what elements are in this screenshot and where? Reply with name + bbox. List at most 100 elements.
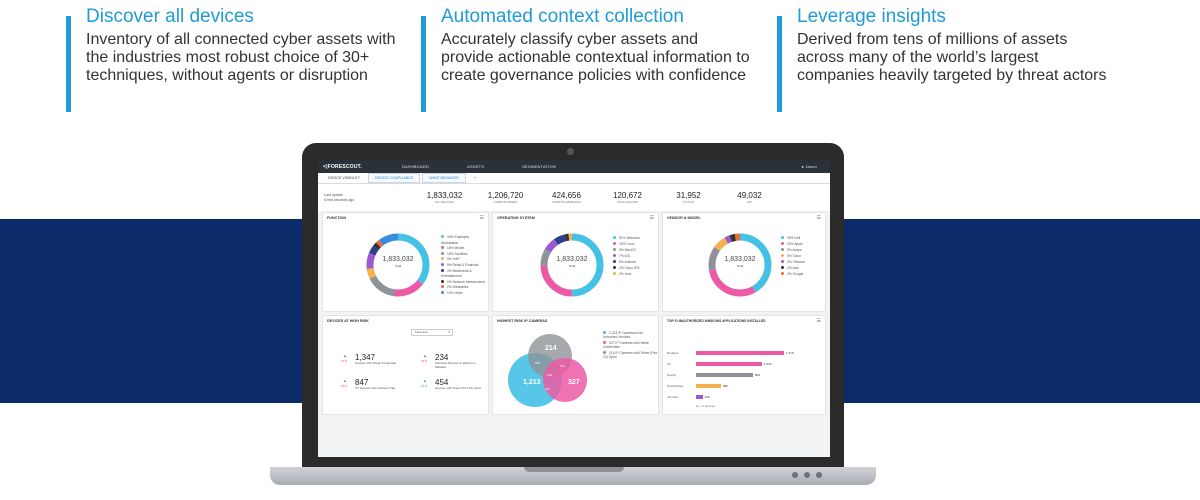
- chevron-down-icon: ▾: [448, 330, 450, 334]
- legend-dot-icon: [441, 279, 444, 283]
- menu-icon[interactable]: ☰: [479, 215, 484, 221]
- nav-dashboard[interactable]: DASHBOARD: [401, 164, 430, 169]
- stat-campus-wired[interactable]: 1,206,720 CAMPUS WIRED: [475, 191, 536, 204]
- led-icon: [792, 472, 798, 478]
- menu-icon[interactable]: ☰: [816, 215, 821, 221]
- feature-body: Inventory of all connected cyber assets …: [86, 31, 396, 84]
- bar-row-dropbox[interactable]: Dropbox 1,378: [667, 350, 794, 356]
- bar-row-teamviewer[interactable]: TeamViewer 389: [667, 383, 728, 389]
- legend-item[interactable]: 327 IP Cameras with Weak Credentials: [603, 341, 658, 349]
- legend-label: 2% VMware: [787, 260, 805, 264]
- legend-item[interactable]: 9% Avaya: [781, 247, 825, 253]
- stats-row: Last update A few seconds ago 1,833,032 A…: [318, 184, 830, 211]
- venn-b-value: 214: [545, 345, 557, 352]
- bar-value: 105: [704, 395, 710, 399]
- vendor-legend: 30% Dell 22% Apple 9% Avaya 5% Cisco 2% …: [781, 235, 825, 277]
- legend-item[interactable]: 2% Unix: [613, 271, 657, 277]
- legend-item[interactable]: 25% Linux: [613, 241, 657, 247]
- legend-item[interactable]: 7% iOS: [613, 253, 657, 259]
- legend-label: 1,213 IP Cameras from Untrusted Vendors: [603, 331, 644, 339]
- legend-item[interactable]: 6% Android: [613, 259, 657, 265]
- legend-item[interactable]: 2% Google: [781, 271, 825, 277]
- last-update-label: Last update: [324, 192, 343, 197]
- legend-item[interactable]: 2% Network Infrastructure: [441, 279, 487, 286]
- legend-item[interactable]: 15% Facilities: [441, 251, 487, 258]
- legend-item[interactable]: 1,213 IP Cameras from Untrusted Vendors: [603, 331, 658, 339]
- legend-label: 2% Wearables: [447, 285, 469, 290]
- legend-item[interactable]: 4% Multimedia & Entertainment: [441, 268, 487, 280]
- stat-iot[interactable]: 49,032 IOT: [719, 191, 780, 204]
- donut-segment[interactable]: [708, 233, 772, 297]
- bar-row-tor[interactable]: Tor 1,034: [667, 361, 772, 367]
- risk-malware[interactable]: ▲ 34% 234 Windows Devices at Risk from M…: [421, 353, 487, 369]
- tab-device-visibility[interactable]: DEVICE VISIBILITY: [328, 176, 361, 180]
- tab-device-compliance[interactable]: DEVICE COMPLIANCE: [368, 173, 421, 183]
- risk-telnet[interactable]: ▲ 14% 454 Devices with Telnet (Port 23) …: [421, 378, 487, 391]
- stat-cloud[interactable]: 31,952 CLOUD: [658, 191, 719, 204]
- app-logo[interactable]: <|FORESCOUT.: [323, 163, 362, 170]
- venn-circle-weak-creds[interactable]: [543, 358, 587, 402]
- donut-segment[interactable]: [708, 233, 772, 297]
- stat-all-devices[interactable]: 1,833,032 ALL DEVICES: [414, 191, 475, 204]
- legend-item[interactable]: 5% VoIP: [441, 257, 487, 263]
- bar-label: Spotify: [667, 373, 677, 377]
- bar-row-utorrent[interactable]: uTorrent 105: [667, 394, 710, 400]
- legend-dot-icon: [781, 272, 784, 275]
- stat-label: DATA CENTER: [617, 200, 638, 204]
- legend-item[interactable]: 2% Wearables: [441, 285, 487, 291]
- last-update-value: A few seconds ago: [324, 197, 355, 202]
- legend-item[interactable]: 16% Mobile: [441, 246, 487, 252]
- legend-dot-icon: [441, 246, 444, 250]
- time-range-select[interactable]: Last Hour ▾: [411, 329, 453, 336]
- bar-value: 893: [755, 373, 761, 377]
- donut-segment[interactable]: [366, 233, 430, 297]
- legend-item[interactable]: 51% Windows: [613, 235, 657, 241]
- cameras-legend: 1,213 IP Cameras from Untrusted Vendors …: [603, 331, 658, 359]
- legend-item[interactable]: 10% Other: [441, 290, 487, 297]
- menu-icon[interactable]: ☰: [816, 318, 821, 324]
- legend-item[interactable]: 2% Axis: [781, 265, 825, 271]
- legend-dot-icon: [603, 331, 606, 334]
- legend-item[interactable]: 22% Apple: [781, 241, 825, 247]
- user-menu[interactable]: ● Jason: [801, 164, 817, 169]
- risk-change: 34%: [421, 359, 428, 363]
- donut-segment[interactable]: [540, 233, 604, 297]
- risk-weak-credentials[interactable]: ▲ 21% 1,347 Devices with Weak Credential…: [341, 353, 430, 366]
- apps-axis-label: No. of devices: [696, 404, 716, 408]
- donut-segment[interactable]: [366, 233, 430, 297]
- donut-segment[interactable]: [366, 233, 430, 297]
- venn-bc-value: 161: [560, 364, 565, 368]
- bar-row-spotify[interactable]: Spotify 893: [667, 372, 760, 378]
- legend-item[interactable]: 2% VMware: [781, 259, 825, 265]
- feature-context: Automated context collection Accurately …: [421, 6, 751, 112]
- vendor-donut: [708, 233, 772, 297]
- function-donut-segments: [366, 233, 430, 297]
- legend-item[interactable]: 2% Cisco IOS: [613, 265, 657, 271]
- donut-segment[interactable]: [708, 233, 772, 297]
- stat-label: ALL DEVICES: [434, 200, 455, 204]
- nav-assets[interactable]: ASSETS: [467, 164, 485, 169]
- menu-icon[interactable]: ☰: [649, 215, 654, 221]
- legend-label: 51% Windows: [619, 236, 640, 240]
- legend-dot-icon: [613, 242, 616, 245]
- legend-item[interactable]: 214 IP Cameras with Telnet (Port 23) Ope…: [603, 351, 658, 359]
- add-tab-button[interactable]: +: [473, 176, 476, 180]
- legend-item[interactable]: 5% Cisco: [781, 253, 825, 259]
- donut-segment[interactable]: [540, 233, 604, 297]
- legend-dot-icon: [613, 272, 616, 275]
- nav-segmentation[interactable]: SEGMENTATION: [522, 164, 556, 169]
- donut-center: 1,833,032 Total: [711, 256, 769, 268]
- laptop-notch: [524, 467, 624, 472]
- legend-item[interactable]: 30% Dell: [781, 235, 825, 241]
- legend-item[interactable]: 9% MacOS: [613, 247, 657, 253]
- risk-ot-cves[interactable]: ▲ 16% 847 OT Devices with Critical CVEs: [341, 378, 430, 391]
- stat-campus-wireless[interactable]: 424,656 CAMPUS WIRELESS: [536, 191, 597, 204]
- legend-item[interactable]: 34% Employee Workstation: [441, 235, 487, 246]
- dashboard-grid: FUNCTION ☰ 1,833,032 Total 34% Employee …: [322, 212, 826, 452]
- tab-what-behavior[interactable]: WHAT BEHAVIOR: [422, 173, 466, 183]
- risk-panel: DEVICES AT HIGH RISK Last Hour ▾ ▲ 21% 1…: [322, 315, 489, 415]
- legend-dot-icon: [441, 268, 444, 272]
- legend-item[interactable]: 8% Retail & Financial: [441, 262, 487, 269]
- feature-title: Discover all devices: [86, 6, 254, 27]
- stat-data-center[interactable]: 120,672 DATA CENTER: [597, 191, 658, 204]
